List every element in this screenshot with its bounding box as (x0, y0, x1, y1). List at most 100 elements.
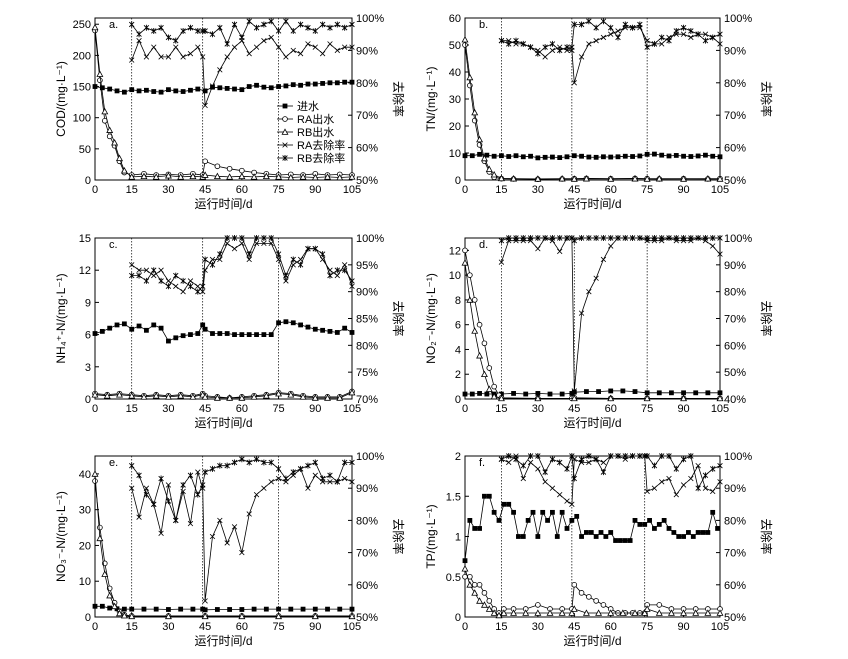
data-point (681, 153, 686, 159)
y-axis-title: NO₂⁻-N/(mg·L⁻¹) (424, 273, 438, 364)
data-point (637, 235, 643, 241)
data-point (180, 481, 186, 488)
data-point (535, 50, 541, 57)
data-point (586, 459, 592, 466)
data-point (312, 472, 318, 479)
data-point (520, 235, 527, 241)
data-point (582, 609, 590, 616)
data-point (349, 44, 355, 50)
data-point (501, 501, 507, 507)
data-point (680, 456, 687, 463)
data-point (97, 77, 103, 84)
data-point (239, 332, 245, 337)
data-point (173, 272, 179, 279)
data-point (305, 81, 311, 87)
data-point (217, 251, 223, 258)
data-point (613, 538, 618, 543)
data-point (189, 172, 197, 180)
data-point (91, 391, 99, 398)
data-point (510, 609, 518, 616)
data-point (702, 235, 709, 241)
data-point (666, 153, 672, 159)
data-point (528, 153, 533, 159)
data-point (637, 153, 643, 159)
data-point (334, 478, 341, 485)
chart-panel-3: c. 0 15 30 45 60 75 90 105 0 3 6 9 12 15 70% 75% 80% 85% 90… (54, 233, 406, 430)
data-point (201, 612, 209, 620)
data-point (542, 44, 548, 51)
data-point (569, 391, 575, 396)
data-point (484, 152, 490, 158)
data-point (319, 475, 326, 482)
data-point (158, 89, 164, 95)
data-point (283, 18, 289, 25)
data-point (571, 80, 577, 86)
data-point (716, 175, 724, 182)
data-point (305, 41, 311, 47)
data-point (550, 509, 555, 515)
data-point (569, 518, 575, 523)
y-tick-label: 0 (85, 394, 91, 406)
data-point (716, 609, 724, 616)
x-tick-label: 105 (343, 403, 361, 415)
data-point (480, 370, 488, 378)
data-point (128, 173, 136, 180)
data-point (661, 518, 667, 523)
data-point (136, 514, 142, 520)
data-point (673, 465, 680, 472)
data-point (341, 459, 348, 466)
data-point (709, 465, 716, 472)
y2-tick-label: 60% (724, 340, 746, 352)
data-point (246, 50, 252, 57)
y2-tick-label: 70% (724, 314, 746, 326)
y-axis-title: COD/(mg·L⁻¹) (54, 61, 68, 137)
data-point (99, 328, 105, 334)
y-tick-label: 0 (85, 612, 91, 624)
data-point (558, 609, 566, 616)
data-point (201, 171, 209, 178)
y2-tick-label: 70% (724, 548, 746, 560)
data-point (189, 393, 197, 400)
data-point (703, 152, 708, 158)
data-point (327, 272, 333, 279)
series-line (464, 39, 721, 180)
x-tick-label: 75 (641, 184, 653, 196)
data-point (680, 609, 688, 616)
data-point (476, 597, 484, 604)
x-tick-label: 0 (462, 621, 468, 633)
data-point (349, 330, 355, 335)
data-point (571, 388, 577, 394)
y2-tick-label: 100% (724, 451, 752, 463)
data-point (556, 459, 563, 466)
data-point (114, 322, 120, 328)
y2-tick-label: 80% (724, 515, 746, 527)
data-point (549, 40, 556, 47)
series-1 (462, 493, 720, 564)
series-line (501, 237, 721, 391)
data-point (530, 509, 536, 515)
data-point (695, 153, 701, 159)
data-point (513, 235, 519, 241)
data-point (238, 394, 246, 401)
data-point (283, 475, 289, 482)
data-point (467, 272, 473, 278)
data-point (195, 331, 201, 336)
data-point (99, 85, 105, 91)
data-point (251, 606, 257, 612)
panel-label: f. (479, 457, 485, 469)
data-point (607, 609, 615, 616)
data-point (603, 534, 609, 539)
data-point (593, 534, 599, 539)
data-point (571, 389, 577, 395)
data-point (717, 390, 723, 396)
x-tick-label: 105 (711, 403, 729, 415)
chart-panel-6: f. 0 15 30 45 60 75 90 105 0 0.5 1 1.5 2 50% 60% 70% 80% 9… (424, 451, 774, 648)
data-point (290, 27, 296, 34)
data-point (710, 488, 716, 495)
data-point (158, 530, 164, 536)
data-point (129, 326, 135, 332)
data-point (268, 332, 274, 337)
data-point (91, 23, 99, 31)
data-point (195, 288, 201, 295)
plot-frame (464, 237, 721, 400)
